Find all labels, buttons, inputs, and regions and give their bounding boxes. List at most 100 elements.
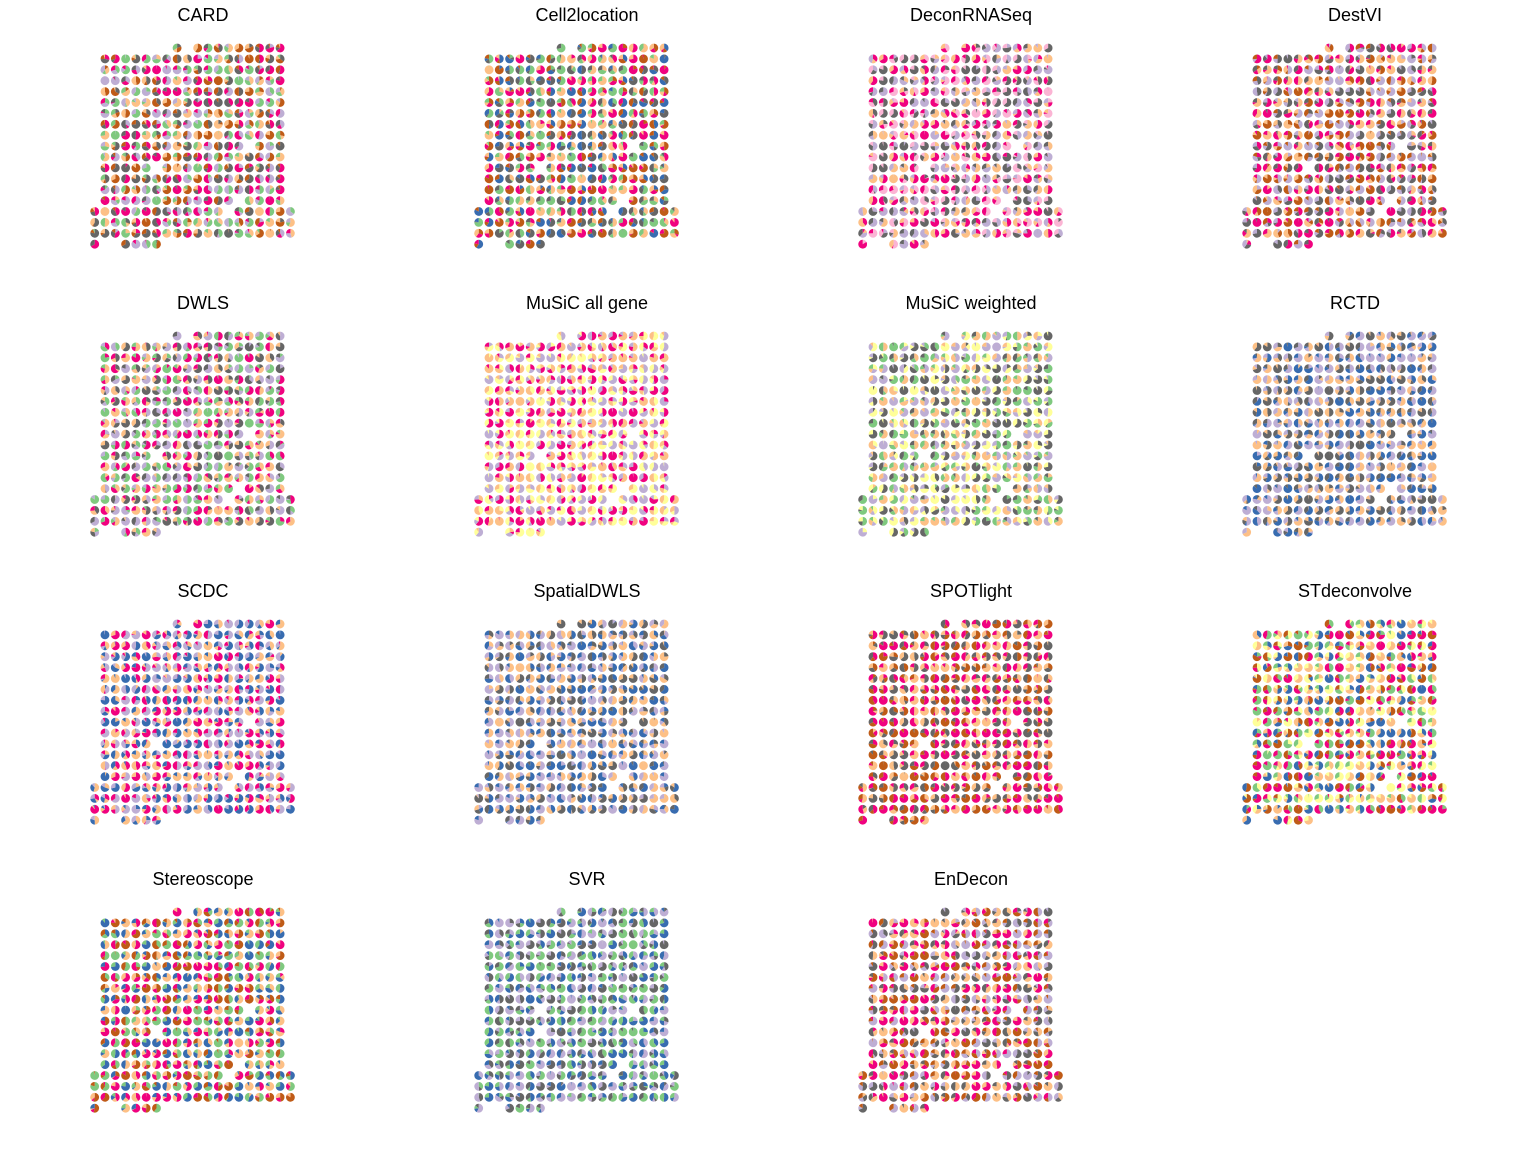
pie-slice bbox=[152, 179, 157, 184]
pie-spot bbox=[546, 76, 555, 85]
pie-spot bbox=[224, 185, 233, 194]
pie-spot bbox=[265, 87, 274, 96]
pie-spot bbox=[152, 142, 161, 151]
pie-spot bbox=[101, 98, 110, 107]
pie-spot bbox=[265, 76, 274, 85]
pie-spot bbox=[639, 131, 648, 140]
pie-slice bbox=[526, 87, 530, 92]
pie-slice bbox=[214, 131, 223, 140]
pie-slice bbox=[193, 174, 197, 178]
pie-slice bbox=[111, 98, 115, 102]
pie-slice bbox=[131, 76, 136, 85]
pie-spot bbox=[255, 54, 264, 63]
pie-spot bbox=[276, 44, 285, 53]
pie-spot bbox=[121, 153, 130, 162]
pie-spot bbox=[649, 65, 658, 74]
pie-spot bbox=[235, 131, 244, 140]
pie-spot bbox=[245, 207, 254, 216]
pie-spot bbox=[173, 196, 182, 205]
pie-spot bbox=[214, 131, 223, 140]
pie-slice bbox=[193, 164, 202, 173]
pie-spot bbox=[619, 98, 628, 107]
pie-spot bbox=[660, 142, 669, 151]
pie-slice bbox=[286, 218, 290, 222]
pie-spot bbox=[526, 65, 535, 74]
pie-slice bbox=[105, 109, 109, 114]
pie-spot bbox=[193, 131, 202, 140]
pie-spot bbox=[276, 98, 285, 107]
pie-slice bbox=[495, 164, 499, 168]
pie-spot bbox=[546, 142, 555, 151]
pie-spot bbox=[276, 120, 285, 129]
pie-spot bbox=[618, 109, 627, 118]
pie-slice bbox=[198, 87, 202, 96]
pie-spot bbox=[121, 87, 130, 96]
pie-slice bbox=[270, 207, 274, 216]
pie-spot bbox=[101, 54, 110, 63]
pie-spot bbox=[588, 65, 597, 74]
pie-spot bbox=[121, 120, 130, 129]
pie-spot bbox=[619, 44, 628, 53]
pie-spot bbox=[618, 153, 627, 162]
pie-spot bbox=[90, 207, 99, 216]
pie-spot bbox=[577, 54, 586, 63]
pie-spot bbox=[276, 207, 285, 216]
pie-spot bbox=[132, 196, 141, 205]
pie-slice bbox=[485, 98, 489, 102]
spot-grid bbox=[474, 44, 679, 249]
pie-spot bbox=[193, 109, 202, 118]
pie-spot bbox=[101, 65, 110, 74]
pie-slice bbox=[280, 65, 285, 74]
pie-slice bbox=[265, 196, 274, 205]
pie-slice bbox=[126, 229, 130, 233]
pie-spot bbox=[183, 109, 192, 118]
pie-spot bbox=[214, 109, 223, 118]
pie-slice bbox=[510, 142, 514, 147]
pie-spot bbox=[131, 65, 140, 74]
pie-slice bbox=[639, 76, 643, 80]
pie-slice bbox=[588, 109, 592, 114]
pie-slice bbox=[639, 54, 648, 63]
pie-spot bbox=[101, 87, 110, 96]
pie-spot bbox=[557, 142, 566, 151]
pie-slice bbox=[235, 120, 239, 124]
pie-spot bbox=[516, 76, 525, 85]
pie-spot bbox=[204, 218, 213, 227]
pie-spot bbox=[131, 142, 140, 151]
pie-spot bbox=[639, 65, 648, 74]
pie-spot bbox=[567, 87, 576, 96]
pie-spot bbox=[276, 109, 285, 118]
pie-spot bbox=[245, 153, 254, 162]
pie-spot bbox=[255, 142, 264, 151]
pie-spot bbox=[162, 174, 171, 183]
pie-slice bbox=[173, 65, 177, 69]
pie-slice bbox=[623, 87, 627, 92]
pie-spot bbox=[276, 174, 285, 183]
pie-spot bbox=[152, 65, 161, 74]
pie-spot bbox=[142, 196, 151, 205]
pie-spot bbox=[183, 98, 192, 107]
pie-spot bbox=[111, 142, 120, 151]
pie-spot bbox=[111, 218, 120, 227]
pie-slice bbox=[198, 185, 202, 194]
pie-slice bbox=[131, 131, 135, 140]
pie-spot bbox=[142, 98, 151, 107]
pie-spot bbox=[588, 54, 597, 63]
pie-slice bbox=[649, 131, 653, 136]
pie-slice bbox=[214, 55, 218, 59]
pie-spot bbox=[608, 98, 617, 107]
pie-spot bbox=[618, 120, 627, 129]
pie-slice bbox=[260, 185, 264, 194]
pie-spot bbox=[619, 131, 628, 140]
pie-spot bbox=[588, 120, 597, 129]
pie-spot bbox=[152, 55, 161, 64]
pie-spot bbox=[162, 229, 171, 238]
pie-spot bbox=[516, 55, 525, 64]
pie-slice bbox=[101, 229, 105, 233]
pie-spot bbox=[173, 109, 182, 118]
pie-spot bbox=[276, 65, 285, 74]
pie-spot bbox=[265, 218, 274, 227]
pie-slice bbox=[177, 196, 182, 205]
pie-spot bbox=[193, 229, 202, 238]
pie-spot bbox=[142, 153, 151, 162]
